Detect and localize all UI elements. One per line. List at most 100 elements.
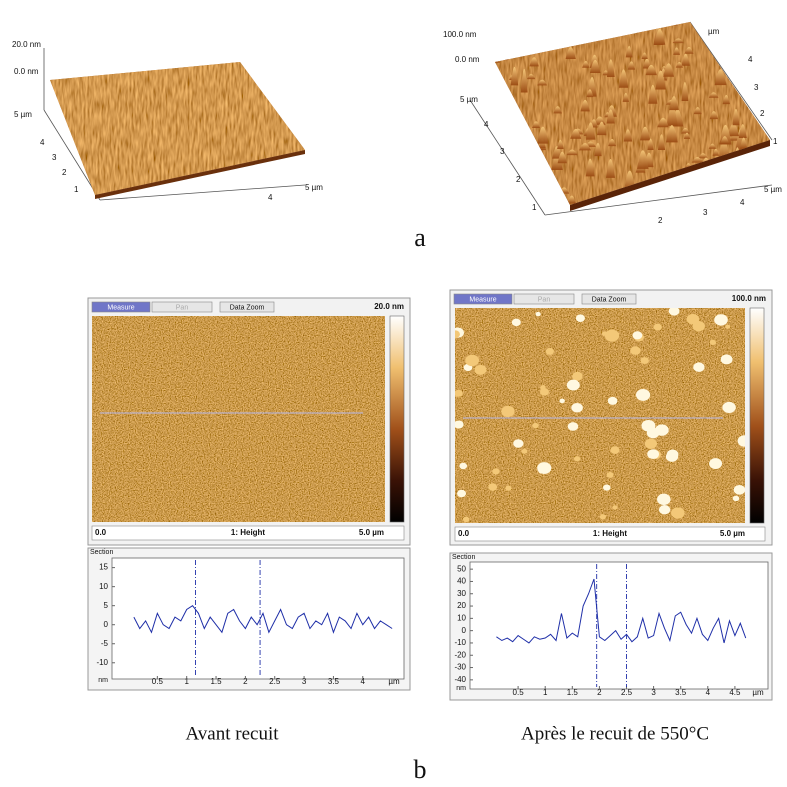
button-face — [513, 293, 575, 305]
x-tick-label: 4.5 — [729, 688, 741, 697]
x-tick: 3 — [703, 208, 708, 217]
grain — [462, 516, 470, 523]
peak — [665, 125, 678, 143]
section-chart: Section 15 10 5 0 -5 -10 nm 0.5 1 1.5 2 2.5 3 3.5 4 µm — [87, 547, 411, 691]
y-tick-label: -5 — [101, 639, 109, 648]
y-tick: 4 — [484, 120, 489, 129]
peak — [594, 142, 602, 157]
x-tick-label: 3 — [302, 677, 307, 686]
colorbar — [389, 315, 405, 523]
button-face — [91, 301, 151, 313]
grain — [647, 449, 660, 460]
grain — [665, 451, 679, 462]
peak — [684, 46, 694, 54]
y-tick: 3 — [52, 153, 57, 162]
y-tick: 4 — [40, 138, 45, 147]
peak — [585, 122, 596, 140]
grain — [539, 388, 549, 396]
back-tick: 3 — [754, 83, 759, 92]
toolbar-button[interactable]: Measure — [91, 301, 151, 313]
peak — [747, 155, 756, 161]
x-tick-label: 2.5 — [621, 688, 633, 697]
grain — [567, 422, 579, 431]
surface-edge — [570, 140, 770, 211]
grain — [488, 483, 498, 491]
x-tick-label: 3.5 — [328, 677, 340, 686]
x-tick-label: 2 — [243, 677, 248, 686]
peak — [647, 138, 654, 151]
peak — [709, 111, 719, 120]
back-tick: 1 — [773, 137, 778, 146]
x-tick-label: 4 — [706, 688, 711, 697]
z-label: 0.0 nm — [14, 67, 39, 76]
section-title: Section — [90, 549, 113, 556]
afm-panel: Measure Pan Data Zoom 20.0 nm 0.0 1: Height 5.… — [87, 297, 411, 546]
peak — [712, 148, 720, 156]
y-tick-label: -40 — [454, 675, 466, 684]
peak — [732, 108, 740, 126]
peak — [627, 61, 636, 70]
toolbar-button[interactable]: Data Zoom — [219, 301, 275, 313]
section-title: Section — [452, 554, 475, 561]
x-tick-label: 1.5 — [567, 688, 579, 697]
button-label: Pan — [538, 296, 551, 303]
peak — [567, 195, 577, 204]
x-unit: µm — [388, 677, 400, 686]
height-image — [92, 316, 385, 522]
grain — [571, 402, 583, 413]
peak — [738, 124, 747, 139]
peak — [510, 66, 519, 86]
peak — [606, 109, 615, 124]
back-axis — [689, 21, 773, 141]
grain — [653, 323, 662, 331]
peak — [657, 117, 669, 128]
section-profile — [496, 578, 747, 644]
grain — [521, 448, 528, 454]
peak — [671, 22, 678, 26]
peak — [526, 73, 536, 80]
grain — [641, 419, 656, 432]
peak — [622, 92, 629, 102]
y-tick-label: 30 — [457, 589, 466, 598]
x-unit: µm — [752, 688, 764, 697]
peak — [537, 79, 548, 86]
back-tick: 2 — [760, 109, 765, 118]
grain — [693, 362, 705, 372]
status-bar — [91, 525, 405, 541]
surface-texture — [50, 62, 305, 195]
peak — [565, 46, 576, 60]
toolbar-button[interactable]: Measure — [453, 293, 513, 305]
grain — [505, 485, 512, 491]
peak — [708, 143, 716, 149]
toolbar-button[interactable]: Pan — [513, 293, 575, 305]
y-label: 5 µm — [14, 110, 32, 119]
peak — [693, 107, 702, 115]
grain — [538, 469, 544, 474]
peak — [666, 105, 678, 126]
peak — [663, 63, 675, 77]
channel: 1: Height — [231, 528, 266, 537]
y-axis — [43, 109, 101, 201]
peak — [582, 61, 590, 68]
grain — [610, 446, 620, 454]
x-tick-label: 3.5 — [675, 688, 687, 697]
toolbar-button[interactable]: Pan — [151, 301, 213, 313]
peak — [648, 84, 658, 104]
panel-label: a — [414, 223, 426, 252]
peak — [654, 28, 666, 45]
grain — [455, 389, 463, 397]
grain — [575, 314, 585, 322]
toolbar-button[interactable]: Data Zoom — [581, 293, 637, 305]
peak — [586, 89, 594, 98]
y-tick-label: -10 — [96, 658, 108, 667]
grain — [535, 311, 541, 317]
x-tick-label: 1 — [543, 688, 548, 697]
peak — [683, 132, 691, 139]
grain — [732, 495, 740, 502]
grain — [572, 371, 583, 381]
grain — [722, 401, 736, 414]
scale-label: 20.0 nm — [374, 302, 404, 311]
grain — [671, 507, 685, 519]
peak — [691, 156, 704, 163]
peak — [657, 134, 666, 151]
